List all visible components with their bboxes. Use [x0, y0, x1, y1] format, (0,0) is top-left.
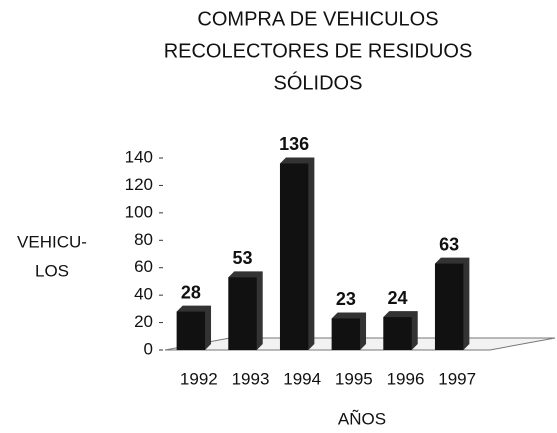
bar [434, 263, 464, 350]
bar [176, 311, 206, 350]
data-label: 28 [181, 282, 201, 302]
chart-title: SÓLIDOS [274, 71, 363, 94]
bar [331, 318, 361, 350]
x-tick-label: 1997 [438, 369, 476, 388]
y-axis-label: VEHICU- [17, 232, 87, 251]
y-tick-label: 40 [134, 285, 153, 304]
x-tick-label: 1995 [335, 369, 373, 388]
data-label: 136 [279, 134, 309, 154]
y-tick-label: 20 [134, 312, 153, 331]
y-tick-label: 100 [125, 202, 153, 221]
y-tick-label: 80 [134, 230, 153, 249]
data-label: 23 [336, 289, 356, 309]
bar [383, 317, 412, 350]
bar [279, 163, 309, 350]
data-label: 63 [439, 234, 459, 254]
data-label: 24 [387, 288, 407, 308]
chart-title: COMPRA DE VEHICULOS [197, 8, 438, 30]
y-tick-label: 140 [125, 147, 153, 166]
y-tick-label: 120 [125, 175, 153, 194]
bar [228, 277, 257, 350]
chart-title: RECOLECTORES DE RESIDUOS [164, 40, 473, 62]
x-axis-label: AÑOS [338, 409, 386, 428]
y-axis-label: LOS [35, 261, 69, 280]
data-label: 53 [232, 248, 252, 268]
x-tick-label: 1993 [232, 369, 270, 388]
x-tick-label: 1994 [283, 369, 321, 388]
x-tick-label: 1992 [180, 369, 218, 388]
y-tick-label: 60 [134, 257, 153, 276]
y-tick-label: 0 [144, 339, 153, 358]
x-tick-label: 1996 [387, 369, 425, 388]
